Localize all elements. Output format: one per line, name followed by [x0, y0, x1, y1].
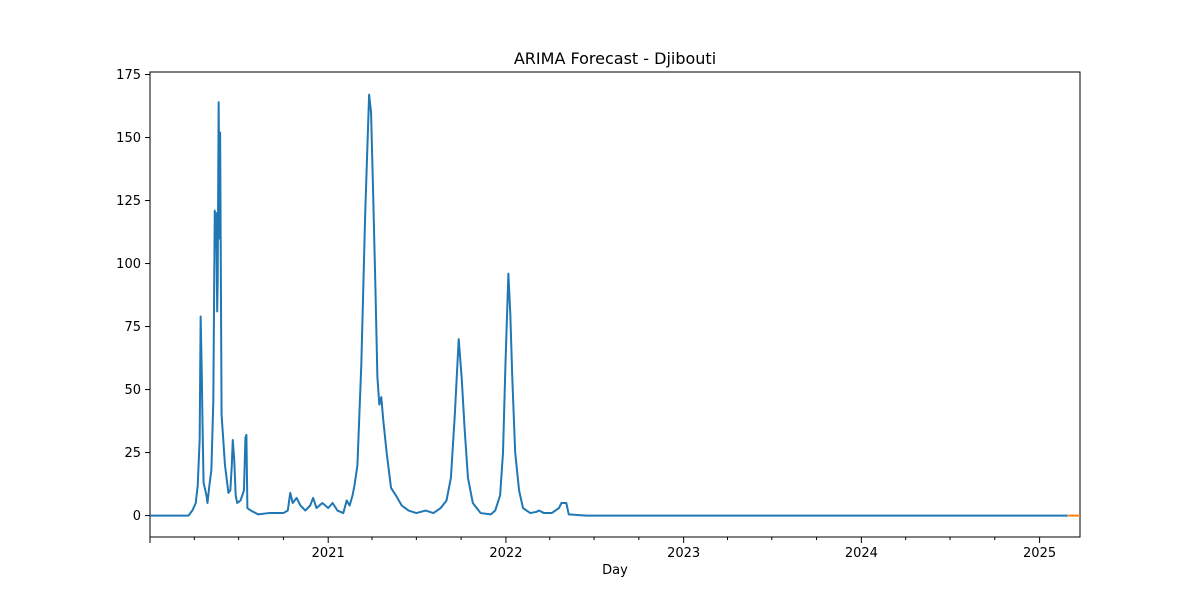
series-layer — [150, 93, 1080, 517]
plot-area — [149, 71, 1081, 538]
x-tick-label: 2022 — [489, 546, 522, 561]
plot-frame — [149, 71, 1081, 538]
y-tick-label: 75 — [124, 320, 141, 335]
y-tick-label: 125 — [116, 194, 141, 209]
y-tick-label: 150 — [116, 131, 141, 146]
x-tick-label: 2023 — [667, 546, 700, 561]
x-tick-label: 2021 — [312, 546, 345, 561]
y-tick-label: 0 — [133, 509, 141, 524]
x-tick-label: 2025 — [1023, 546, 1056, 561]
x-tick-label: 2024 — [845, 546, 878, 561]
y-tick-label: 50 — [124, 383, 141, 398]
y-axis: 0 25 50 75 100 125 150 175 — [116, 68, 150, 524]
series-line-0 — [150, 93, 1068, 517]
y-tick-label: 100 — [116, 257, 141, 272]
y-tick-label: 25 — [124, 446, 141, 461]
chart-title: ARIMA Forecast - Djibouti — [514, 49, 716, 68]
x-axis: 2021 2022 2023 2024 2025 — [149, 537, 1056, 561]
x-axis-label: Day — [602, 563, 628, 578]
y-tick-label: 175 — [116, 68, 141, 83]
